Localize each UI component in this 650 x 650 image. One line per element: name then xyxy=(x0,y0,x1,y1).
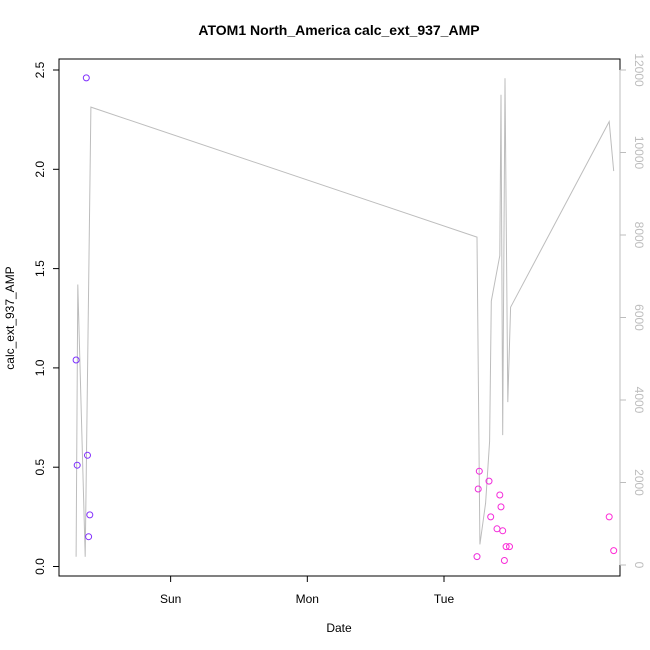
right-tick-label: 0 xyxy=(632,562,646,569)
plot-frame xyxy=(58,58,621,577)
right-axis: 0 2000 4000 6000 8000 10000 12000 xyxy=(619,53,646,569)
right-tick-label: 4000 xyxy=(632,387,646,414)
data-point xyxy=(475,467,483,475)
chart-title: ATOM1 North_America calc_ext_937_AMP xyxy=(198,22,479,38)
data-point xyxy=(499,527,507,535)
x-tick-label: Tue xyxy=(434,592,455,606)
data-point xyxy=(73,461,81,469)
data-point xyxy=(487,513,495,521)
left-axis: 0.0 0.5 1.0 1.5 2.0 2.5 xyxy=(33,61,60,575)
left-tick-label: 1.5 xyxy=(33,260,47,277)
left-tick-label: 0.5 xyxy=(33,459,47,476)
x-axis-label: Date xyxy=(326,621,352,635)
y-axis-label: calc_ext_937_AMP xyxy=(3,266,17,369)
data-point xyxy=(485,477,493,485)
left-tick-label: 0.0 xyxy=(33,558,47,575)
data-point xyxy=(86,511,94,519)
right-tick-label: 6000 xyxy=(632,304,646,331)
left-tick-label: 2.5 xyxy=(33,61,47,78)
data-point xyxy=(72,356,80,364)
amp-count-line xyxy=(75,78,615,557)
data-point xyxy=(493,525,501,533)
x-tick-label: Mon xyxy=(296,592,319,606)
point-layer xyxy=(72,74,618,564)
right-tick-label: 8000 xyxy=(632,222,646,249)
data-point xyxy=(497,503,505,511)
left-tick-label: 1.0 xyxy=(33,359,47,376)
data-point xyxy=(506,543,513,551)
data-point xyxy=(473,553,481,561)
line-layer xyxy=(75,78,615,557)
x-tick-label: Sun xyxy=(160,592,181,606)
data-point xyxy=(85,533,93,541)
data-point xyxy=(502,543,510,551)
x-axis: Sun Mon Tue xyxy=(160,575,455,606)
data-point xyxy=(610,547,618,555)
right-tick-label: 10000 xyxy=(632,136,646,170)
data-point xyxy=(84,451,91,459)
right-tick-label: 2000 xyxy=(632,469,646,496)
data-point xyxy=(500,557,508,564)
left-tick-label: 2.0 xyxy=(33,161,47,178)
right-tick-label: 12000 xyxy=(632,53,646,87)
data-point xyxy=(82,74,90,82)
data-point xyxy=(474,485,482,493)
data-point xyxy=(496,491,504,499)
data-point xyxy=(605,513,613,521)
